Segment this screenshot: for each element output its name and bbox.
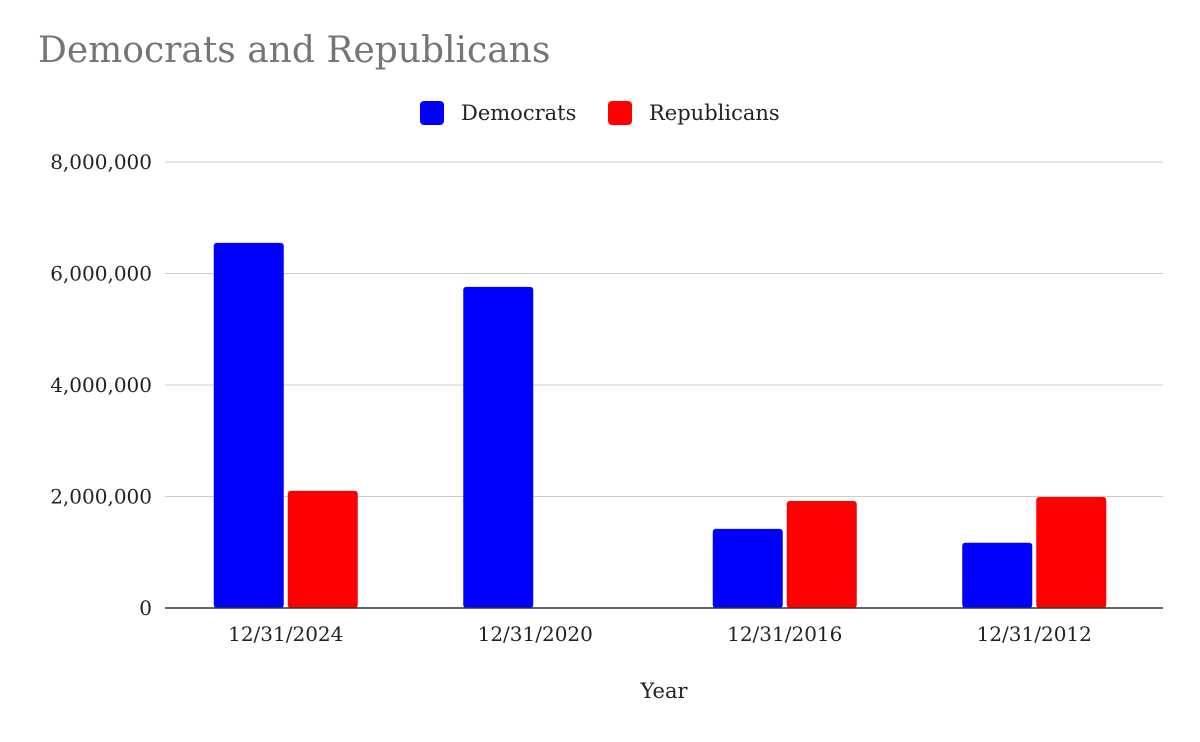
legend-label-republicans: Republicans (649, 101, 780, 125)
y-tick-label: 0 (139, 596, 152, 620)
y-tick-label: 2,000,000 (50, 485, 152, 509)
legend-swatch-democrats (420, 101, 444, 125)
legend-label-democrats: Democrats (461, 101, 576, 125)
bar-republicans (287, 490, 358, 608)
y-tick-label: 4,000,000 (50, 373, 152, 397)
bar-democrats (463, 286, 534, 608)
bar-republicans (1036, 497, 1107, 608)
y-tick-label: 8,000,000 (50, 150, 152, 174)
bar-democrats (213, 242, 284, 608)
bar-democrats (712, 528, 783, 608)
y-axis-tick-labels: 0 2,000,000 4,000,000 6,000,000 8,000,000 (50, 150, 152, 620)
chart-title: Democrats and Republicans (38, 30, 551, 71)
x-axis-tick-labels: 12/31/2024 12/31/2020 12/31/2016 12/31/2012 (228, 622, 1092, 646)
x-tick-label: 12/31/2024 (228, 622, 343, 646)
legend-swatch-republicans (608, 101, 632, 125)
x-axis-title: Year (639, 679, 688, 703)
x-tick-label: 12/31/2012 (977, 622, 1092, 646)
y-tick-label: 6,000,000 (50, 262, 152, 286)
bar-democrats (962, 542, 1033, 608)
legend: Democrats Republicans (420, 101, 780, 125)
gridlines (165, 161, 1163, 497)
x-tick-label: 12/31/2016 (727, 622, 842, 646)
x-tick-label: 12/31/2020 (478, 622, 593, 646)
bars (213, 242, 1107, 608)
bar-republicans (786, 500, 857, 608)
